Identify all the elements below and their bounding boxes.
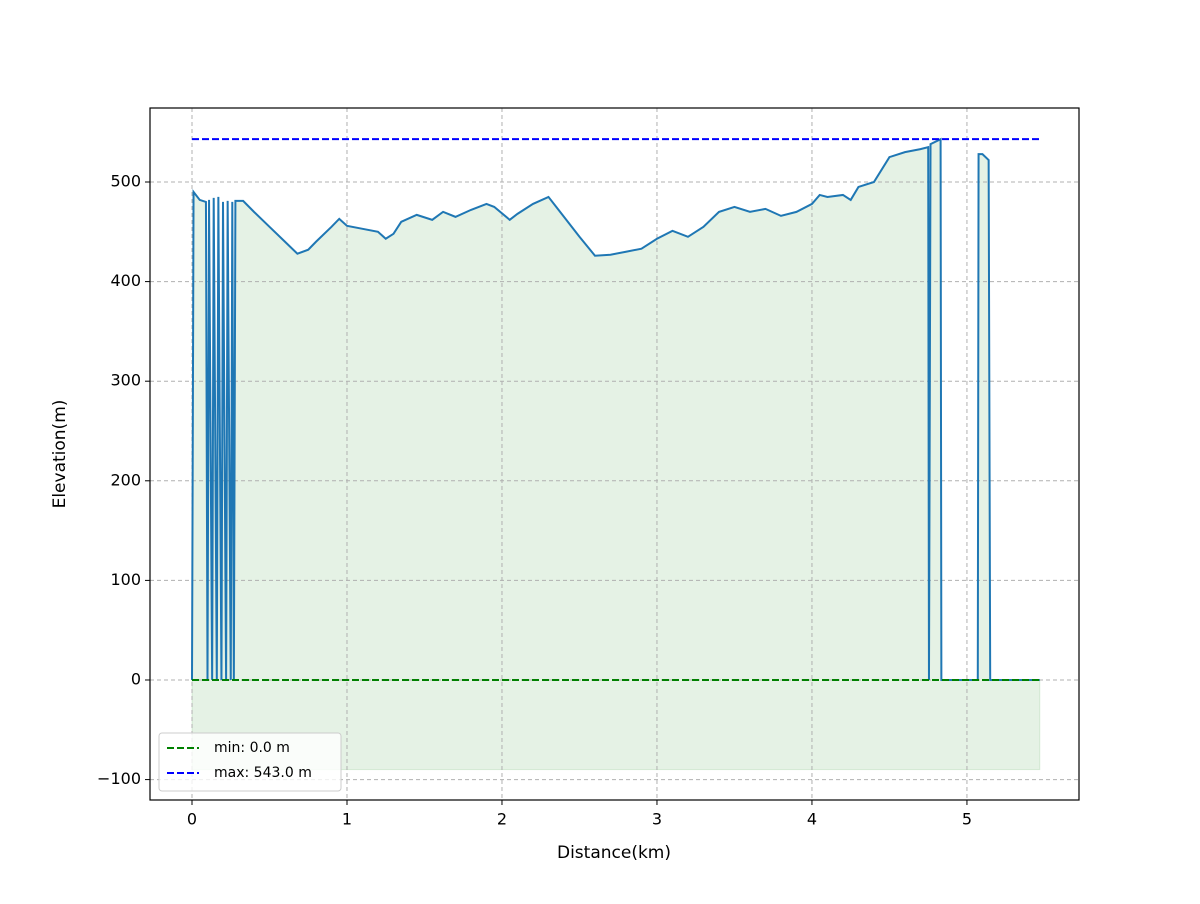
y-tick-label: 400 (110, 271, 141, 290)
x-tick-label: 1 (342, 810, 352, 829)
plot-frame (149, 107, 1080, 801)
x-tick-label: 0 (187, 810, 197, 829)
x-tick-label: 5 (962, 810, 972, 829)
y-tick-label: 0 (131, 669, 141, 688)
legend-label: max: 543.0 m (214, 765, 312, 781)
y-tick-label: 500 (110, 172, 141, 191)
elevation-line (191, 137, 1040, 681)
x-axis-label: Distance(km) (557, 843, 671, 863)
y-tick-label: 300 (110, 371, 141, 390)
x-tick-label: 4 (807, 810, 817, 829)
y-tick-label: 100 (110, 570, 141, 589)
elevation-fill (191, 138, 1041, 771)
x-tick-label: 3 (652, 810, 662, 829)
x-tick-label: 2 (497, 810, 507, 829)
y-tick-label: −100 (97, 769, 141, 788)
y-axis-label: Elevation(m) (50, 400, 70, 509)
y-tick-label: 200 (110, 470, 141, 489)
legend-label: min: 0.0 m (214, 740, 290, 756)
legend-box (158, 732, 342, 792)
